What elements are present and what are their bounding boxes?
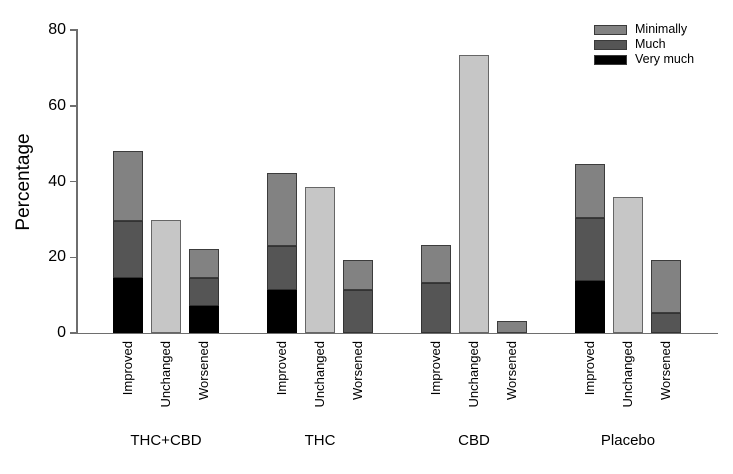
x-category-label: Improved	[274, 341, 289, 396]
bar-segment-much	[343, 289, 373, 333]
x-category-label: Improved	[582, 341, 597, 396]
bar-placebo-unchanged	[613, 196, 643, 333]
y-tick-label: 80	[48, 21, 66, 38]
bar-thc-worsened	[343, 259, 373, 333]
bar-segment-minimally	[343, 259, 373, 290]
bar-cbd-unchanged	[459, 55, 489, 333]
legend-entry: Much	[594, 37, 694, 52]
bar-segment-much	[113, 220, 143, 278]
y-tick-mark	[70, 332, 76, 334]
bar-cbd-worsened	[497, 320, 527, 333]
bar-segment-minimally	[651, 259, 681, 313]
bar-segment-very_much	[575, 281, 605, 333]
x-category-label: Unchanged	[312, 341, 327, 408]
bar-thc-cbd-worsened	[189, 249, 219, 333]
x-axis-line	[76, 332, 718, 334]
bar-thc-unchanged	[305, 187, 335, 333]
y-tick-label: 20	[48, 248, 66, 266]
y-tick-label: 60	[48, 96, 66, 114]
bar-thc-cbd-improved	[113, 150, 143, 333]
bar-segment-minimally	[575, 164, 605, 218]
bar-segment-much	[575, 217, 605, 282]
y-tick-mark	[70, 256, 76, 258]
legend: Minimally Much Very much	[594, 22, 694, 67]
group-label-placebo: Placebo	[600, 432, 656, 449]
x-category-label: Unchanged	[466, 341, 481, 408]
x-category-label: Unchanged	[158, 341, 173, 408]
bar-cbd-improved	[421, 245, 451, 333]
bar-segment-very_much	[267, 289, 297, 333]
legend-label: Much	[635, 37, 666, 51]
bar-segment-minimally	[189, 249, 219, 278]
legend-entry: Very much	[594, 52, 694, 67]
bar-placebo-worsened	[651, 259, 681, 333]
y-tick-label: 0	[57, 324, 66, 341]
x-category-label: Improved	[428, 341, 443, 396]
legend-label: Minimally	[635, 22, 688, 36]
legend-swatch-minimally	[594, 24, 627, 35]
bar-placebo-improved	[575, 164, 605, 333]
x-category-label: Worsened	[504, 341, 519, 401]
bar-segment-unchanged	[151, 220, 181, 333]
bar-segment-much	[421, 283, 451, 333]
x-category-label: Improved	[120, 341, 135, 396]
bar-segment-minimally	[497, 320, 527, 333]
bar-segment-unchanged	[613, 196, 643, 333]
bar-segment-much	[651, 312, 681, 333]
legend-swatch-much	[594, 39, 627, 50]
x-category-label: Unchanged	[620, 341, 635, 408]
legend-swatch-very_much	[594, 54, 627, 65]
x-category-label: Worsened	[350, 341, 365, 401]
y-tick-mark	[70, 29, 76, 31]
bar-segment-much	[189, 277, 219, 307]
bar-segment-minimally	[113, 150, 143, 221]
bar-segment-very_much	[189, 306, 219, 333]
legend-entry: Minimally	[594, 22, 694, 37]
group-label-cbd: CBD	[458, 432, 490, 449]
bar-segment-minimally	[267, 172, 297, 246]
y-tick-label: 40	[48, 172, 66, 190]
bar-segment-unchanged	[305, 187, 335, 333]
y-tick-mark	[70, 180, 76, 183]
bar-segment-very_much	[113, 277, 143, 333]
x-category-label: Worsened	[658, 341, 673, 401]
bar-segment-much	[267, 245, 297, 290]
y-axis-line	[76, 29, 78, 334]
bar-thc-improved	[267, 172, 297, 333]
bar-segment-unchanged	[459, 55, 489, 333]
legend-label: Very much	[635, 52, 695, 66]
bar-thc-cbd-unchanged	[151, 220, 181, 333]
group-label-thc-cbd: THC+CBD	[130, 432, 202, 449]
group-label-thc: THC	[304, 432, 336, 449]
y-tick-mark	[70, 105, 76, 107]
bar-segment-minimally	[421, 245, 451, 284]
x-category-label: Worsened	[196, 341, 211, 401]
